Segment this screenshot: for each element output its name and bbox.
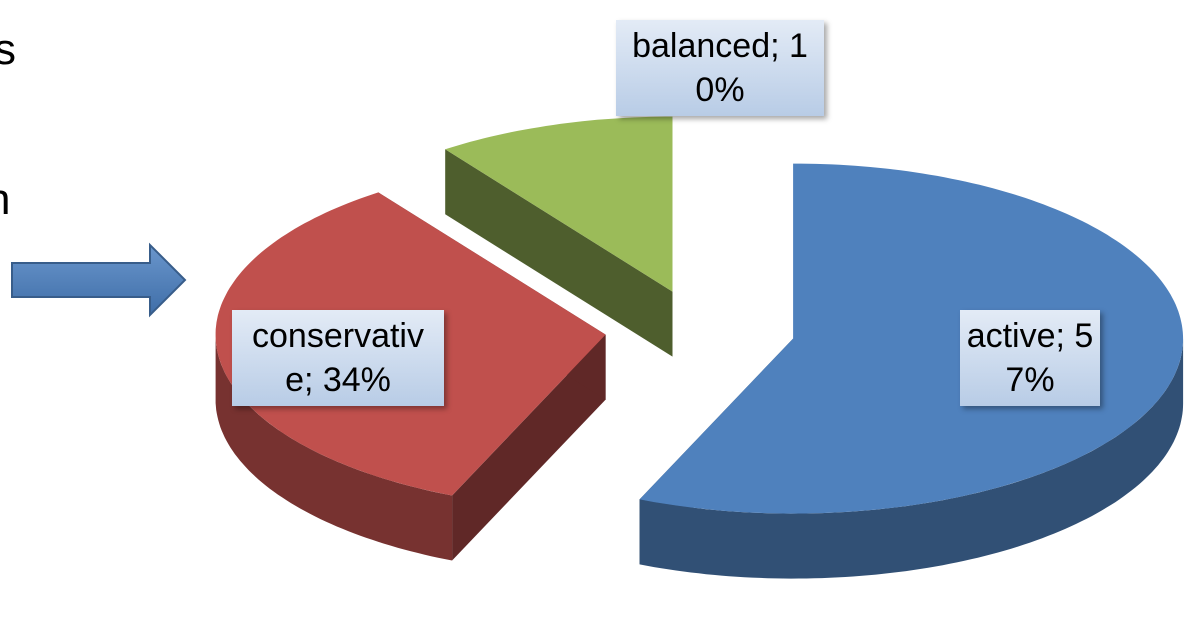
data-label: balanced; 10% [616,20,824,116]
slice-side [445,149,673,357]
slice-side [452,334,606,561]
data-label: active; 57% [960,310,1100,406]
slide-text: n [0,178,10,222]
arrow [11,242,187,318]
slice [639,163,1184,514]
slice [445,116,673,292]
slice-side [639,338,1184,579]
data-label: conservative; 34% [232,310,444,406]
slide-text: s [0,25,16,74]
slice-side [215,334,453,561]
